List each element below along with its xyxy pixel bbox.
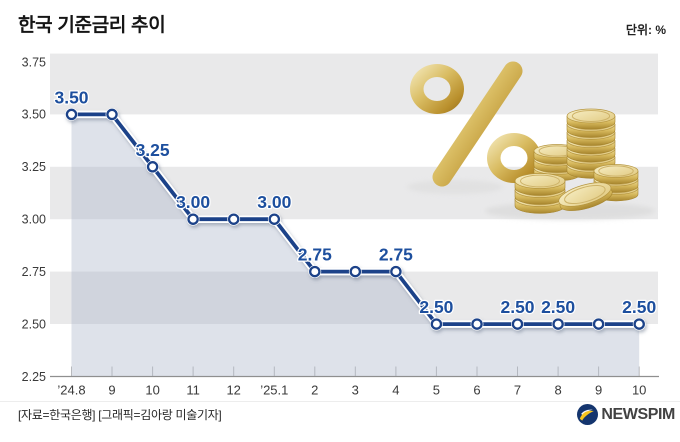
data-point-ring: [349, 265, 362, 278]
data-point-ring: [592, 318, 605, 330]
value-labels: 3.50 3.25 3.00 3.00 2.75 2.75 2.50 2.50 2.50 2.50: [53, 86, 658, 318]
data-point-ring: [511, 318, 524, 330]
svg-text:’24.8: ’24.8: [57, 383, 85, 398]
svg-text:3.75: 3.75: [22, 55, 46, 69]
svg-text:2.50: 2.50: [22, 317, 46, 331]
rate-line-series: [65, 108, 646, 331]
source-credit: [자료=한국은행] [그래픽=김아랑 미술기자]: [18, 408, 222, 422]
gold-percent-coins-illustration: [407, 61, 655, 220]
svg-text:10: 10: [145, 383, 159, 398]
footer-divider: [0, 401, 680, 402]
svg-text:11: 11: [186, 383, 200, 398]
data-point-ring: [187, 213, 199, 225]
svg-text:3.25: 3.25: [22, 160, 46, 174]
area-fill: [71, 114, 640, 377]
newspim-logo-icon: [577, 404, 599, 425]
data-point-ring: [268, 213, 281, 225]
data-point-ring: [552, 318, 564, 330]
page-title: 한국 기준금리 추이: [18, 15, 166, 36]
svg-text:2.75: 2.75: [22, 265, 46, 279]
data-point-ring: [471, 318, 483, 330]
svg-text:2.75: 2.75: [379, 245, 413, 265]
svg-text:7: 7: [514, 383, 521, 398]
svg-text:2.50: 2.50: [500, 297, 534, 317]
svg-text:3.50: 3.50: [22, 108, 46, 122]
data-point-ring: [390, 265, 402, 278]
svg-text:6: 6: [473, 383, 480, 398]
svg-text:2.25: 2.25: [22, 370, 46, 384]
svg-text:2.50: 2.50: [622, 297, 656, 317]
y-axis-labels: 3.75 3.50 3.25 3.00 2.75 2.50 2.25: [22, 55, 46, 384]
data-point-ring: [106, 108, 118, 121]
data-point-ring: [633, 318, 645, 330]
data-point-ring: [146, 161, 159, 173]
svg-text:2: 2: [311, 383, 318, 398]
newspim-logo: NEWSPIM: [577, 404, 675, 425]
newspim-logo-text: NEWSPIM: [601, 405, 675, 423]
svg-text:3.00: 3.00: [257, 192, 291, 212]
svg-text:’25.1: ’25.1: [260, 383, 288, 398]
svg-text:3.00: 3.00: [22, 213, 46, 227]
data-point-ring: [65, 108, 78, 121]
x-ticks: [71, 366, 640, 377]
unit-label: 단위: %: [625, 23, 666, 37]
svg-text:9: 9: [108, 383, 115, 398]
svg-text:3.50: 3.50: [54, 87, 88, 107]
svg-text:10: 10: [632, 383, 646, 398]
data-point-ring: [430, 318, 443, 330]
svg-text:3.25: 3.25: [136, 140, 170, 160]
svg-text:9: 9: [595, 383, 602, 398]
svg-text:3: 3: [352, 383, 359, 398]
svg-text:2.75: 2.75: [298, 245, 332, 265]
svg-text:3.00: 3.00: [176, 192, 210, 212]
data-point-ring: [227, 213, 240, 225]
svg-text:2.50: 2.50: [541, 297, 575, 317]
svg-text:12: 12: [226, 383, 240, 398]
svg-text:4: 4: [392, 383, 399, 398]
x-axis-labels: ’24.8 9 10 11 12 ’25.1 2 3 4 5 6 7 8 9 10: [57, 383, 646, 398]
svg-text:2.50: 2.50: [419, 297, 453, 317]
svg-text:5: 5: [433, 383, 440, 398]
svg-text:8: 8: [554, 383, 561, 398]
data-point-ring: [309, 265, 321, 278]
